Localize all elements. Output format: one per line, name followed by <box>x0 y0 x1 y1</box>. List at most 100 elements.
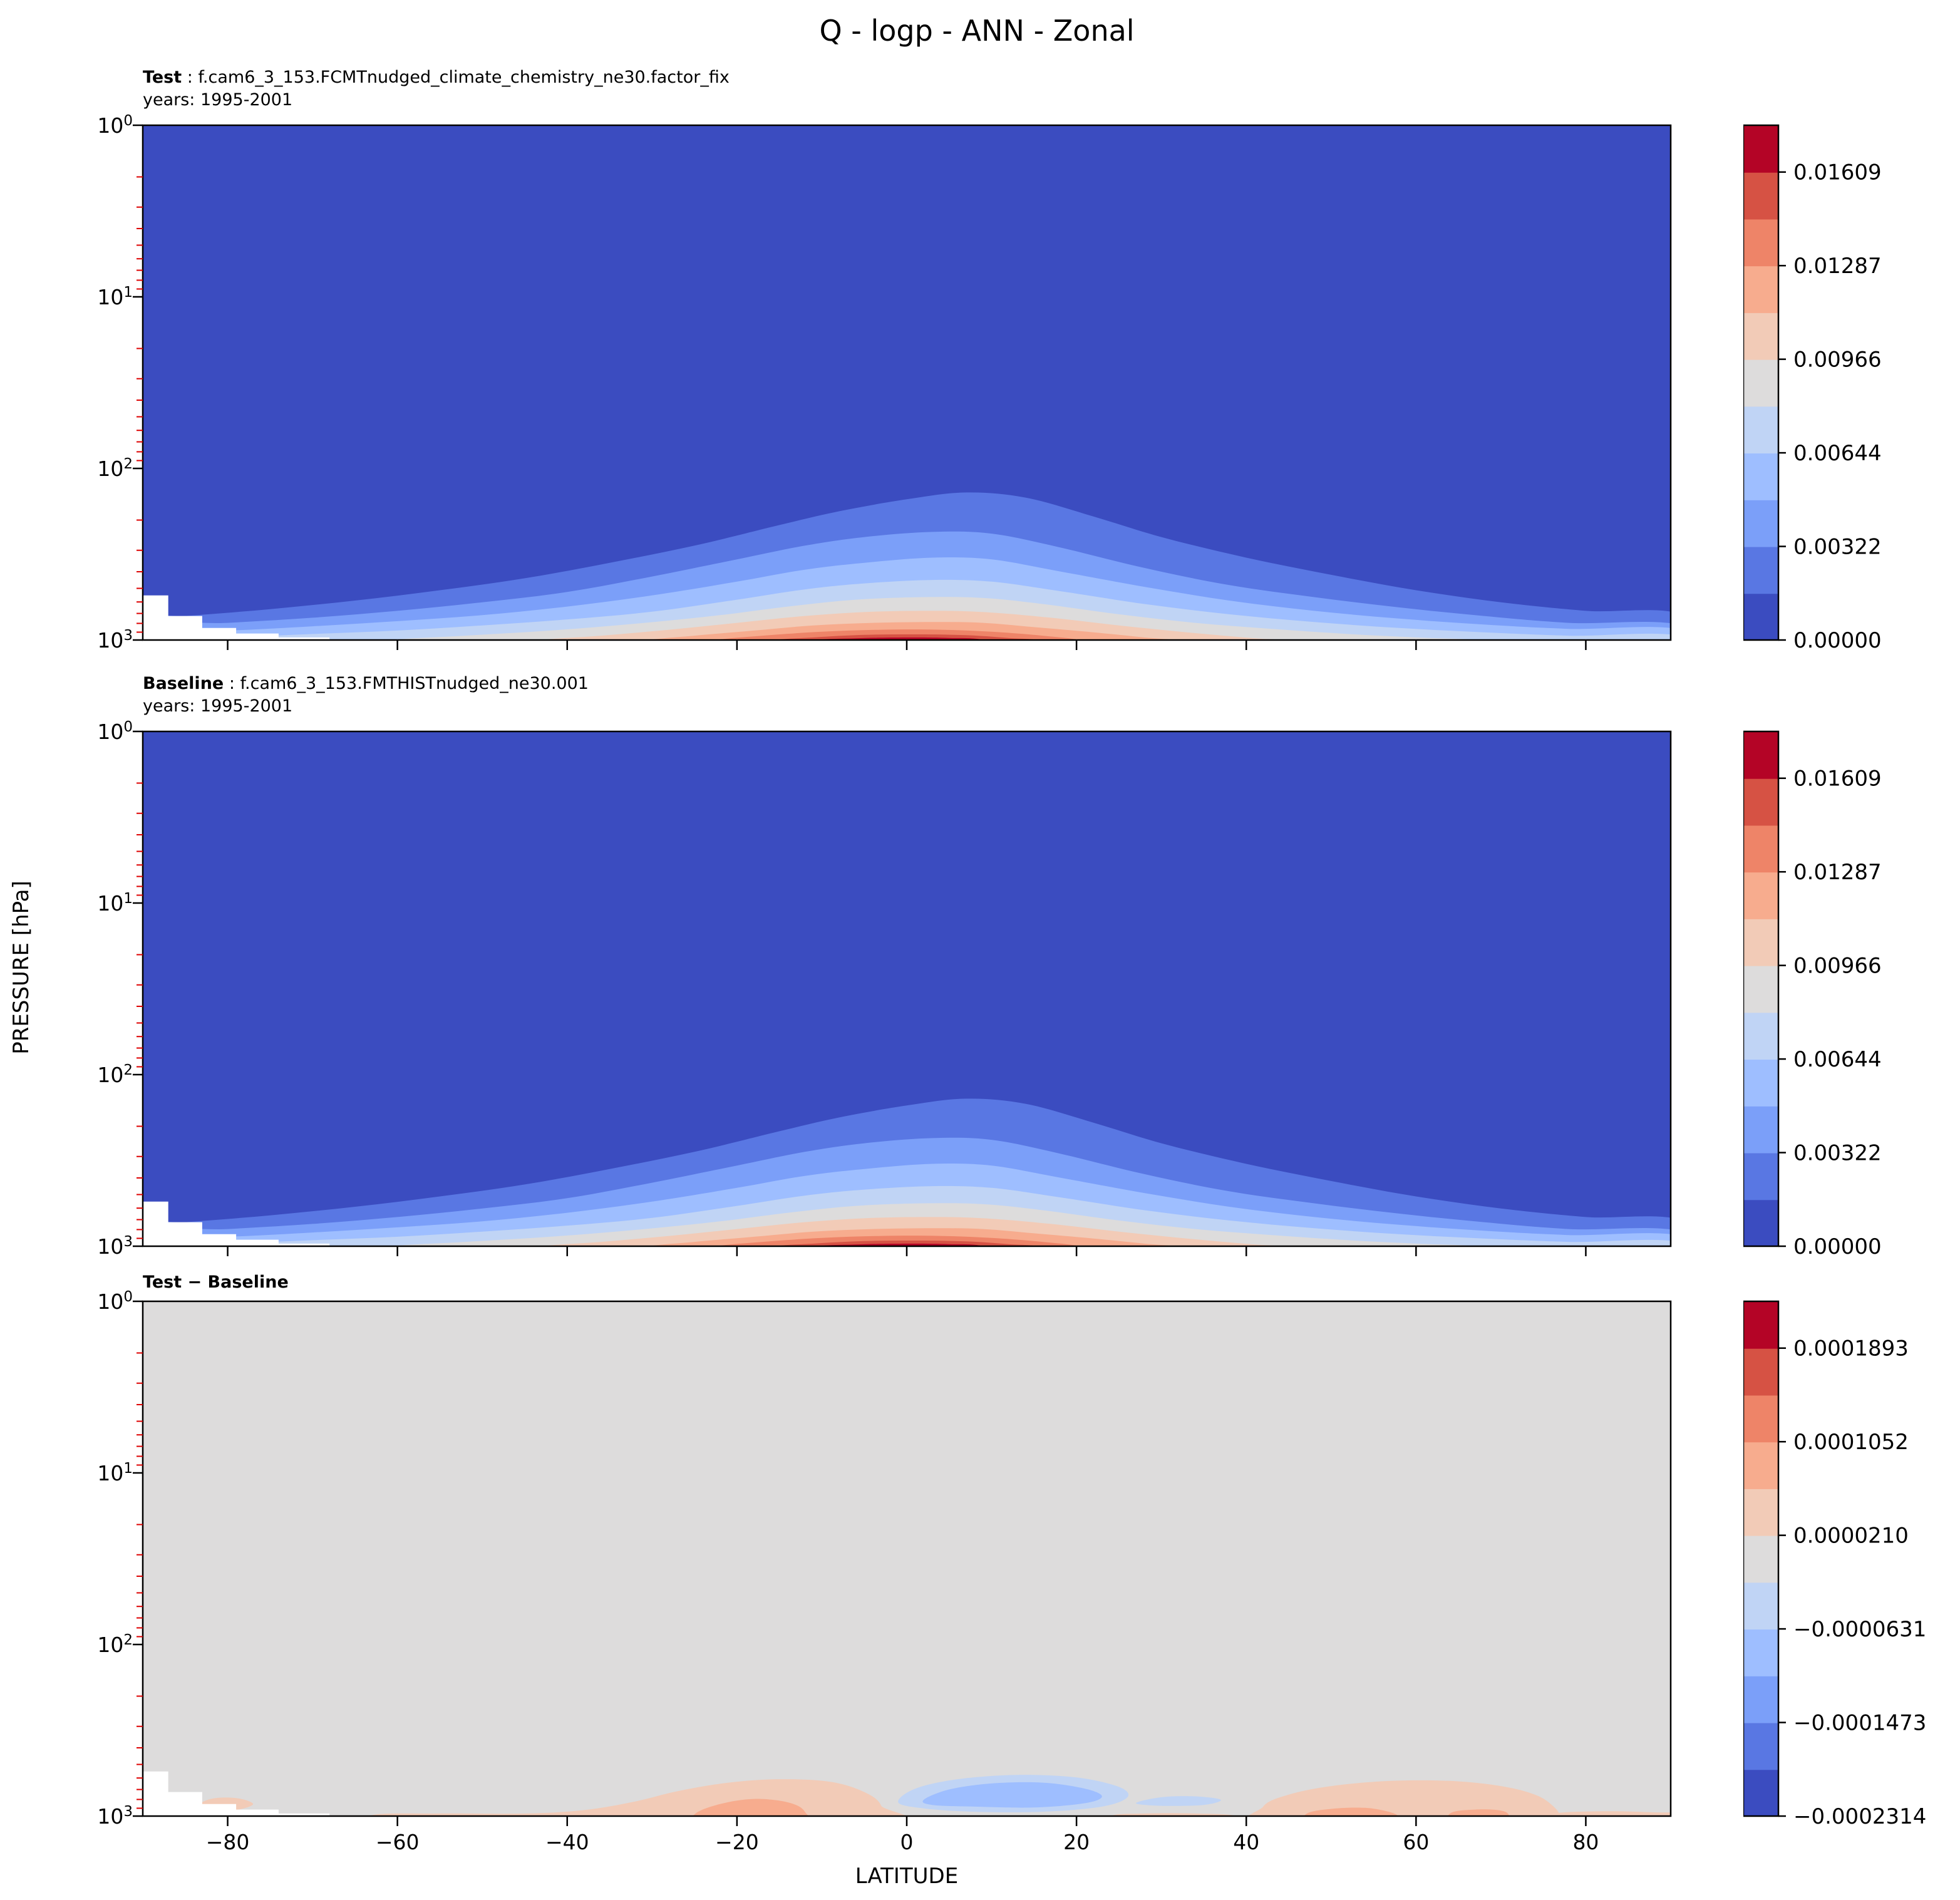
y-tick-label: 103 <box>97 627 133 653</box>
contour-band <box>1247 1780 1560 1816</box>
diff-panel-title-bold: Test − Baseline <box>143 1273 289 1292</box>
baseline-panel-header: Baseline : f.cam6_3_153.FMTHISTnudged_ne… <box>143 673 589 718</box>
colorbar-segment <box>1743 1582 1778 1630</box>
baseline-plot <box>133 730 1672 1256</box>
colorbar-tick-label: 0.01287 <box>1793 254 1882 279</box>
contour-band <box>693 1799 809 1816</box>
test-panel-title-bold: Test <box>143 68 182 87</box>
colorbar-tick-label: 0.01609 <box>1793 160 1882 185</box>
y-tick-label: 103 <box>97 1804 133 1829</box>
y-tick-label: 102 <box>97 456 133 481</box>
y-tick-label: 102 <box>97 1062 133 1087</box>
colorbar-segment <box>1743 1722 1778 1770</box>
figure-title: Q - logp - ANN - Zonal <box>819 14 1135 48</box>
colorbar-segment <box>1743 546 1778 594</box>
diff-colorbar: −0.0002314 −0.0001473 −0.0000631 0.0000210 0… <box>1743 1300 1926 1829</box>
diff-plot <box>133 1300 1672 1826</box>
contour-band <box>143 1201 330 1246</box>
x-tick-label: −40 <box>545 1830 589 1854</box>
colorbar-segment <box>1743 1769 1778 1817</box>
diff-panel-title: Test − Baseline <box>143 1271 289 1294</box>
colorbar-tick-label: 0.00966 <box>1793 954 1882 979</box>
colorbar-tick-label: 0.00000 <box>1793 1234 1882 1259</box>
colorbar-tick-label: 0.00966 <box>1793 348 1882 373</box>
baseline-panel-title-rest: : f.cam6_3_153.FMTHISTnudged_ne30.001 <box>224 674 589 693</box>
contour-band <box>922 1782 1102 1808</box>
colorbar-segment <box>1743 1488 1778 1536</box>
test-panel-years: years: 1995-2001 <box>143 90 293 110</box>
colorbar-segment <box>1743 1301 1778 1349</box>
colorbar-segment <box>1743 872 1778 919</box>
colorbar-border <box>1743 124 1780 641</box>
colorbar-segment <box>1743 731 1778 779</box>
colorbar-tick-label: −0.0001473 <box>1793 1711 1926 1736</box>
colorbar-segment <box>1743 453 1778 500</box>
colorbar-segment <box>1743 172 1778 220</box>
colorbar-segment <box>1743 1152 1778 1200</box>
y-tick-label: 100 <box>97 1289 133 1314</box>
colorbar-segment <box>1743 266 1778 313</box>
colorbar-segment <box>1743 1012 1778 1060</box>
colorbar-segment <box>1743 1199 1778 1247</box>
test-panel-title-rest: : f.cam6_3_153.FCMTnudged_climate_chemis… <box>182 68 730 87</box>
y-tick-label: 101 <box>97 284 133 309</box>
y-tick-label: 103 <box>97 1234 133 1259</box>
y-tick-label: 100 <box>97 113 133 138</box>
colorbar-tick-label: 0.0000210 <box>1793 1524 1909 1549</box>
colorbar-segment <box>1743 593 1778 641</box>
colorbar-border <box>1743 730 1780 1247</box>
colorbar-tick-label: 0.0001893 <box>1793 1336 1909 1361</box>
colorbar-segment <box>1743 965 1778 1013</box>
colorbar-segment <box>1743 1535 1778 1583</box>
test-panel-title: Test : f.cam6_3_153.FCMTnudged_climate_c… <box>143 66 730 89</box>
x-tick-label: 60 <box>1403 1830 1430 1854</box>
contour-band <box>1447 1809 1510 1816</box>
colorbar-segment <box>1743 499 1778 547</box>
test-panel-header: Test : f.cam6_3_153.FCMTnudged_climate_c… <box>143 66 730 112</box>
colorbar-segment <box>1743 312 1778 360</box>
colorbar-tick-label: 0.00322 <box>1793 1141 1882 1166</box>
colorbar-segment <box>1743 1629 1778 1676</box>
colorbar-segment <box>1743 125 1778 173</box>
x-tick-label: −80 <box>205 1830 250 1854</box>
colorbar-tick-label: 0.01609 <box>1793 767 1882 792</box>
baseline-panel-years: years: 1995-2001 <box>143 696 293 716</box>
diff-field-background <box>143 1301 1671 1816</box>
diff-panel-header: Test − Baseline <box>143 1271 289 1294</box>
y-tick-label: 100 <box>97 719 133 744</box>
x-tick-label: 20 <box>1063 1830 1090 1854</box>
colorbar-segment <box>1743 359 1778 407</box>
colorbar-segment <box>1743 1442 1778 1489</box>
colorbar-segment <box>1743 1059 1778 1107</box>
colorbar-tick-label: 0.0001052 <box>1793 1430 1909 1455</box>
x-axis-label: LATITUDE <box>855 1864 959 1889</box>
colorbar-segment <box>1743 1395 1778 1443</box>
x-tick-label: 0 <box>900 1830 914 1854</box>
colorbar-segment <box>1743 1348 1778 1396</box>
baseline-colorbar: 0.00000 0.00322 0.00644 0.00966 0.01287 0.016… <box>1743 730 1882 1259</box>
contour-band <box>1303 1807 1398 1816</box>
contour-band <box>1136 1796 1221 1806</box>
x-tick-label: −20 <box>715 1830 759 1854</box>
colorbar-tick-label: 0.00644 <box>1793 441 1882 466</box>
contour-band <box>143 1771 330 1816</box>
contour-band <box>1548 1811 1671 1816</box>
x-tick-label: 80 <box>1572 1830 1599 1854</box>
colorbar-segment <box>1743 1105 1778 1154</box>
colorbar-tick-label: −0.0002314 <box>1793 1804 1926 1829</box>
y-tick-label: 102 <box>97 1632 133 1657</box>
colorbar-tick-label: 0.00322 <box>1793 535 1882 560</box>
baseline-panel-title-bold: Baseline <box>143 674 224 693</box>
y-tick-label: 101 <box>97 1460 133 1485</box>
colorbar-segment <box>1743 778 1778 826</box>
colorbar-segment <box>1743 918 1778 966</box>
colorbar-tick-label: 0.01287 <box>1793 860 1882 885</box>
colorbar-tick-label: −0.0000631 <box>1793 1617 1926 1642</box>
colorbar-border <box>1743 1300 1780 1817</box>
y-tick-label: 101 <box>97 891 133 916</box>
colorbar-tick-label: 0.00644 <box>1793 1047 1882 1072</box>
test-colorbar: 0.00000 0.00322 0.00644 0.00966 0.01287 0.016… <box>1743 124 1882 653</box>
y-axis-label: PRESSURE [hPa] <box>9 880 34 1055</box>
baseline-panel-title: Baseline : f.cam6_3_153.FMTHISTnudged_ne… <box>143 673 589 695</box>
